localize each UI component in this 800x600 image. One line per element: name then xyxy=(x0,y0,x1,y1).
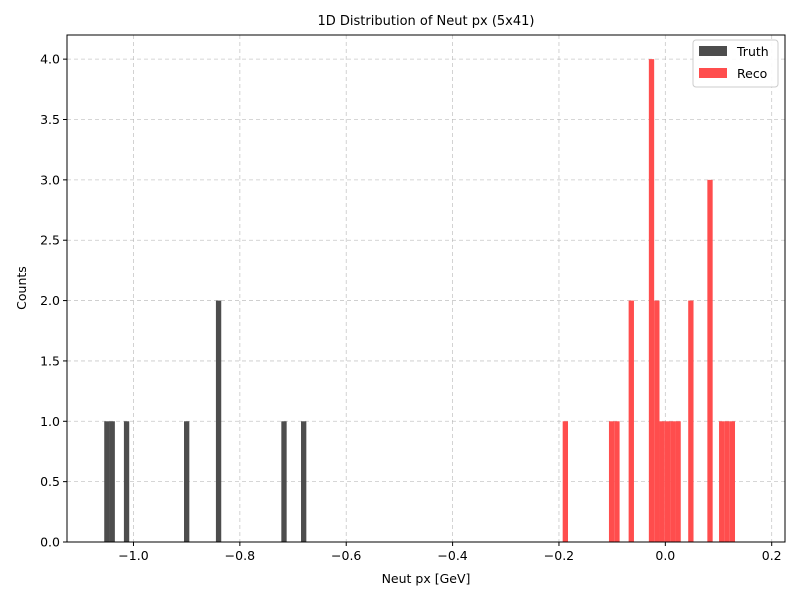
bar-truth xyxy=(109,421,115,542)
y-tick-label: 1.5 xyxy=(40,353,60,368)
y-tick-label: 1.0 xyxy=(40,414,60,429)
bar-reco xyxy=(729,421,736,542)
legend-label-truth: Truth xyxy=(736,44,769,59)
legend: Truth Reco xyxy=(692,39,779,88)
bar-truth xyxy=(301,421,307,542)
series-truth xyxy=(104,300,307,542)
bar-truth xyxy=(215,300,222,542)
plot-frame xyxy=(66,34,786,543)
bar-truth xyxy=(281,421,287,542)
y-tick-label: 3.0 xyxy=(40,172,60,187)
x-axis-label: Neut px [GeV] xyxy=(382,571,471,586)
bar-reco xyxy=(659,421,665,542)
bar-reco xyxy=(724,421,730,542)
x-tick-label: 0.0 xyxy=(655,548,675,563)
bar-reco xyxy=(688,300,694,542)
y-tick-label: 2.0 xyxy=(40,293,60,308)
x-tick-label: −0.8 xyxy=(225,548,255,563)
bar-reco xyxy=(628,300,634,542)
bar-truth xyxy=(104,421,110,542)
x-tick-label: −0.6 xyxy=(331,548,361,563)
y-tick-label: 0.0 xyxy=(40,535,60,550)
bar-reco xyxy=(670,421,676,542)
chart-title: 1D Distribution of Neut px (5x41) xyxy=(318,14,535,29)
y-tick-label: 3.5 xyxy=(40,112,60,127)
bar-reco xyxy=(614,421,620,542)
bar-reco xyxy=(654,300,660,542)
bar-truth xyxy=(184,421,190,542)
y-tick-label: 4.0 xyxy=(40,52,60,67)
legend-swatch-truth xyxy=(699,46,727,56)
axis-ticks: −1.0 −0.8 −0.6 −0.4 −0.2 0.0 0.2 0.0 0.5 1.0 1.5 2.… xyxy=(40,52,782,563)
x-tick-label: −0.4 xyxy=(437,548,467,563)
x-tick-label: −1.0 xyxy=(118,548,148,563)
legend-swatch-reco xyxy=(699,68,727,78)
bar-reco xyxy=(719,421,725,542)
bar-reco xyxy=(707,179,713,542)
bar-reco xyxy=(664,421,671,542)
y-tick-label: 2.5 xyxy=(40,233,60,248)
bar-truth xyxy=(123,421,130,542)
bar-reco xyxy=(608,421,615,542)
legend-label-reco: Reco xyxy=(737,66,767,81)
series-reco xyxy=(562,59,736,543)
bar-reco xyxy=(562,421,569,542)
bar-reco xyxy=(675,421,681,542)
bar-reco xyxy=(648,59,655,543)
y-tick-label: 0.5 xyxy=(40,474,60,489)
x-tick-label: −0.2 xyxy=(544,548,574,563)
bars xyxy=(104,59,736,543)
x-tick-label: 0.2 xyxy=(762,548,782,563)
y-axis-label: Counts xyxy=(14,266,29,310)
